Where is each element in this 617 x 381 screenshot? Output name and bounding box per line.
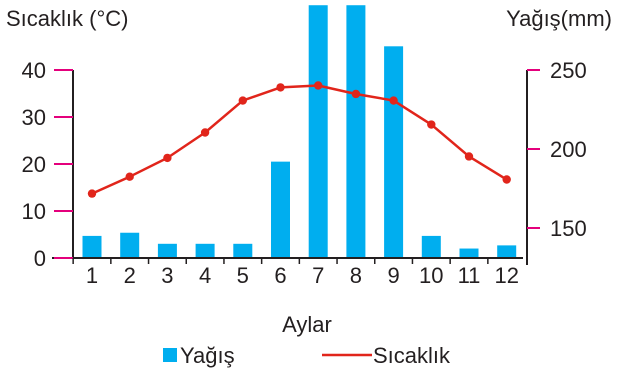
- bar-month-10: [421, 235, 441, 258]
- bar-month-3: [157, 243, 177, 258]
- temperature-point-2: [125, 172, 134, 181]
- right-tick-label-250: 250: [550, 58, 587, 83]
- x-tick-label-6: 6: [274, 263, 286, 288]
- x-tick-label-4: 4: [199, 263, 211, 288]
- left-tick-label-40: 40: [22, 58, 46, 83]
- temperature-point-4: [200, 128, 210, 137]
- temperature-point-7: [314, 81, 323, 90]
- bar-month-4: [195, 243, 215, 258]
- bar-month-1: [82, 235, 102, 258]
- right-tick-label-200: 200: [550, 137, 587, 162]
- temperature-polyline: [91, 84, 508, 195]
- right-tick-label-150: 150: [550, 216, 587, 241]
- x-tick-label-5: 5: [237, 263, 249, 288]
- left-tick-label-10: 10: [22, 199, 46, 224]
- x-tick-label-2: 2: [124, 263, 136, 288]
- bar-month-7: [308, 5, 328, 258]
- bar-month-8: [346, 5, 366, 258]
- x-tick-label-3: 3: [161, 263, 173, 288]
- temperature-point-12: [502, 175, 511, 184]
- legend-temperature-label: Sıcaklık: [373, 343, 451, 368]
- x-tick-label-7: 7: [312, 263, 324, 288]
- bar-month-9: [384, 46, 404, 258]
- temperature-point-9: [389, 96, 398, 105]
- x-tick-label-9: 9: [387, 263, 399, 288]
- bar-month-11: [459, 248, 479, 258]
- temperature-point-6: [276, 83, 285, 92]
- legend-precipitation-label: Yağış: [180, 343, 235, 368]
- temperature-point-3: [163, 153, 172, 163]
- temperature-point-5: [238, 96, 247, 105]
- x-tick-label-12: 12: [494, 263, 518, 288]
- left-tick-label-0: 0: [34, 246, 46, 271]
- temperature-point-11: [464, 152, 474, 161]
- temperature-point-1: [87, 189, 97, 198]
- left-tick-label-20: 20: [22, 152, 46, 177]
- axes: [52, 69, 540, 265]
- x-tick-label-10: 10: [419, 263, 443, 288]
- temperature-point-8: [351, 89, 361, 99]
- legend: Yağış Sıcaklık: [163, 343, 451, 368]
- precipitation-bars: [82, 5, 517, 258]
- left-tick-label-30: 30: [22, 105, 46, 130]
- x-tick-label-1: 1: [86, 263, 98, 288]
- bar-month-5: [233, 243, 253, 258]
- x-tick-label-11: 11: [458, 263, 481, 288]
- left-axis-title: Sıcaklık (°C): [6, 6, 128, 31]
- bar-month-6: [271, 161, 290, 258]
- right-axis-title: Yağış(mm): [506, 6, 612, 31]
- bar-month-12: [497, 245, 517, 258]
- x-tick-label-8: 8: [350, 263, 362, 288]
- x-axis-title: Aylar: [282, 312, 332, 337]
- temperature-line: [87, 81, 511, 198]
- bar-month-2: [120, 232, 140, 258]
- temperature-point-10: [427, 120, 436, 129]
- legend-precipitation-swatch: [163, 348, 177, 362]
